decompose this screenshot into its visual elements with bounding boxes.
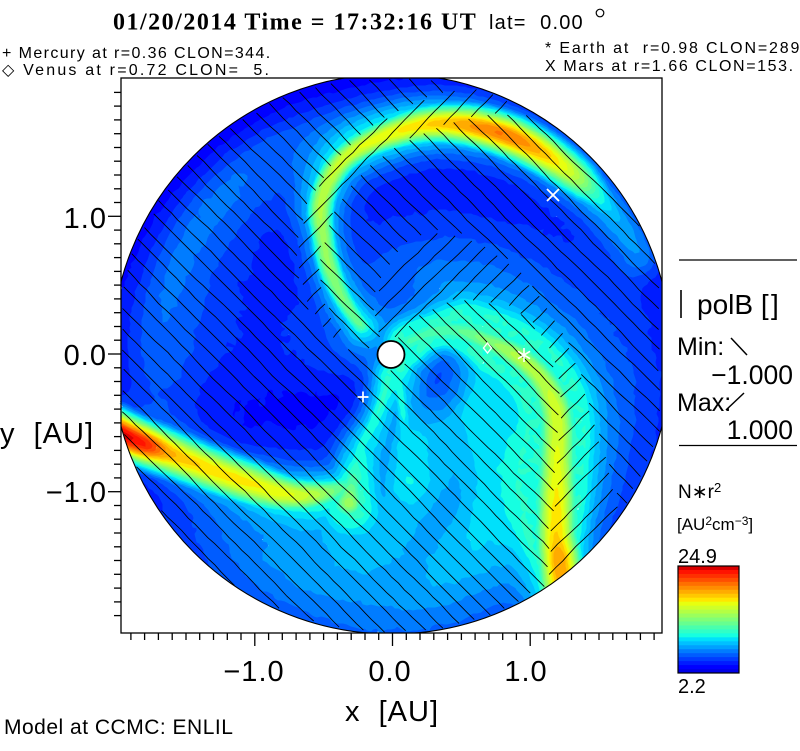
svg-text:−1.0: −1.0 [223,656,284,688]
svg-text:−1.000: −1.000 [711,360,793,390]
svg-text:Min:: Min: [677,333,724,361]
svg-text:1.0: 1.0 [64,203,107,235]
svg-text:−1.0: −1.0 [46,477,107,509]
svg-text:Max:: Max: [677,389,731,417]
svg-text:* Earth at r=0.98 CLON=289: * Earth at r=0.98 CLON=289 [545,40,800,57]
svg-text:polB [ ]: polB [ ] [697,289,779,320]
svg-text:y [AU]: y [AU] [0,418,94,450]
svg-text:1.000: 1.000 [727,415,793,445]
svg-text:2.2: 2.2 [678,676,706,698]
svg-text:0.0: 0.0 [64,340,107,372]
svg-text:◇ Venus at r=0.72 CLON= 5.: ◇ Venus at r=0.72 CLON= 5. [2,62,271,79]
svg-text:[AU2cm−3]: [AU2cm−3] [677,514,753,534]
svg-text:1.0: 1.0 [504,656,547,688]
svg-text:01/20/2014 Time = 17:32:16 UT: 01/20/2014 Time = 17:32:16 UT [113,10,477,36]
svg-text:0.0: 0.0 [368,656,411,688]
svg-text:lat= 0.00: lat= 0.00 [489,12,584,34]
svg-text:x [AU]: x [AU] [345,696,439,728]
svg-text:24.9: 24.9 [678,546,717,568]
svg-text:X Mars at r=1.66 CLON=153.: X Mars at r=1.66 CLON=153. [545,58,795,75]
svg-text:+ Mercury at r=0.36 CLON=344.: + Mercury at r=0.36 CLON=344. [2,45,272,62]
svg-text:Model at CCMC: ENLIL: Model at CCMC: ENLIL [4,716,233,739]
svg-text:N∗r2: N∗r2 [678,480,721,503]
